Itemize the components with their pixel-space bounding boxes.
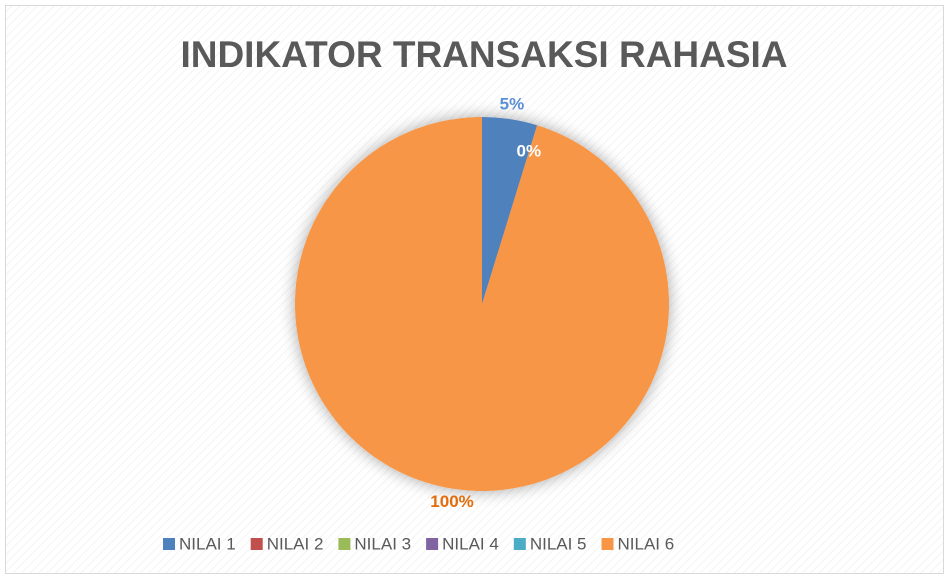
pie-slice — [482, 117, 538, 304]
legend-label: NILAI 1 — [179, 534, 236, 553]
legend-swatch — [250, 538, 263, 550]
pie-slice — [295, 117, 670, 491]
legend-swatch — [601, 538, 614, 550]
legend-swatch — [338, 538, 351, 550]
chart-title: INDIKATOR TRANSAKSI RAHASIA — [180, 34, 787, 75]
legend-swatch — [163, 538, 175, 550]
data-label: 100% — [430, 492, 473, 511]
legend-label: NILAI 5 — [530, 534, 587, 553]
legend-swatch — [513, 538, 526, 550]
data-label: 0% — [517, 142, 542, 161]
data-label: 5% — [500, 95, 525, 114]
legend-label: NILAI 3 — [354, 534, 411, 553]
legend-label: NILAI 4 — [442, 534, 499, 553]
legend-label: NILAI 6 — [618, 534, 675, 553]
legend-swatch — [426, 538, 439, 550]
legend-label: NILAI 2 — [267, 534, 324, 553]
pie — [295, 117, 670, 491]
